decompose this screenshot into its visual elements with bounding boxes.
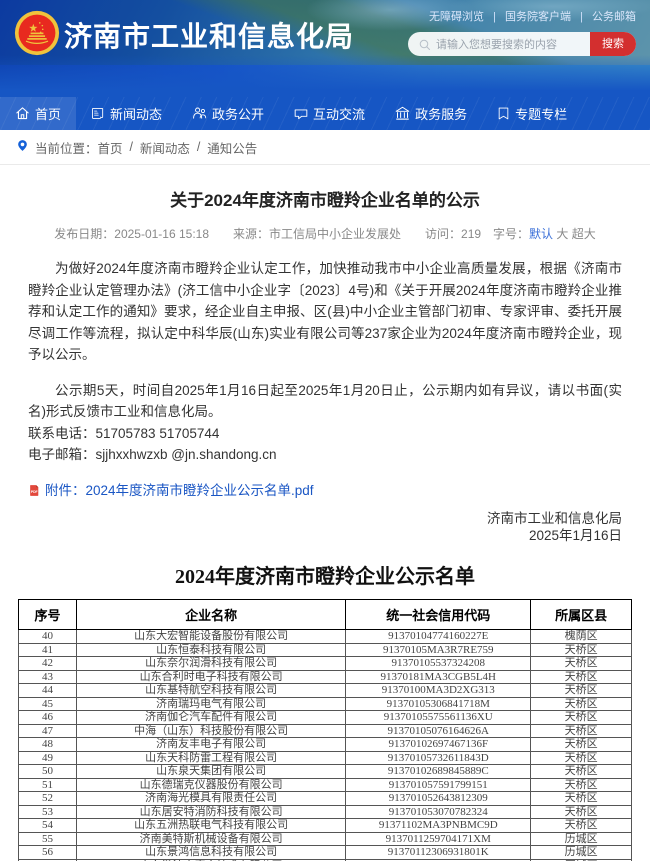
- svg-text:PDF: PDF: [31, 489, 38, 493]
